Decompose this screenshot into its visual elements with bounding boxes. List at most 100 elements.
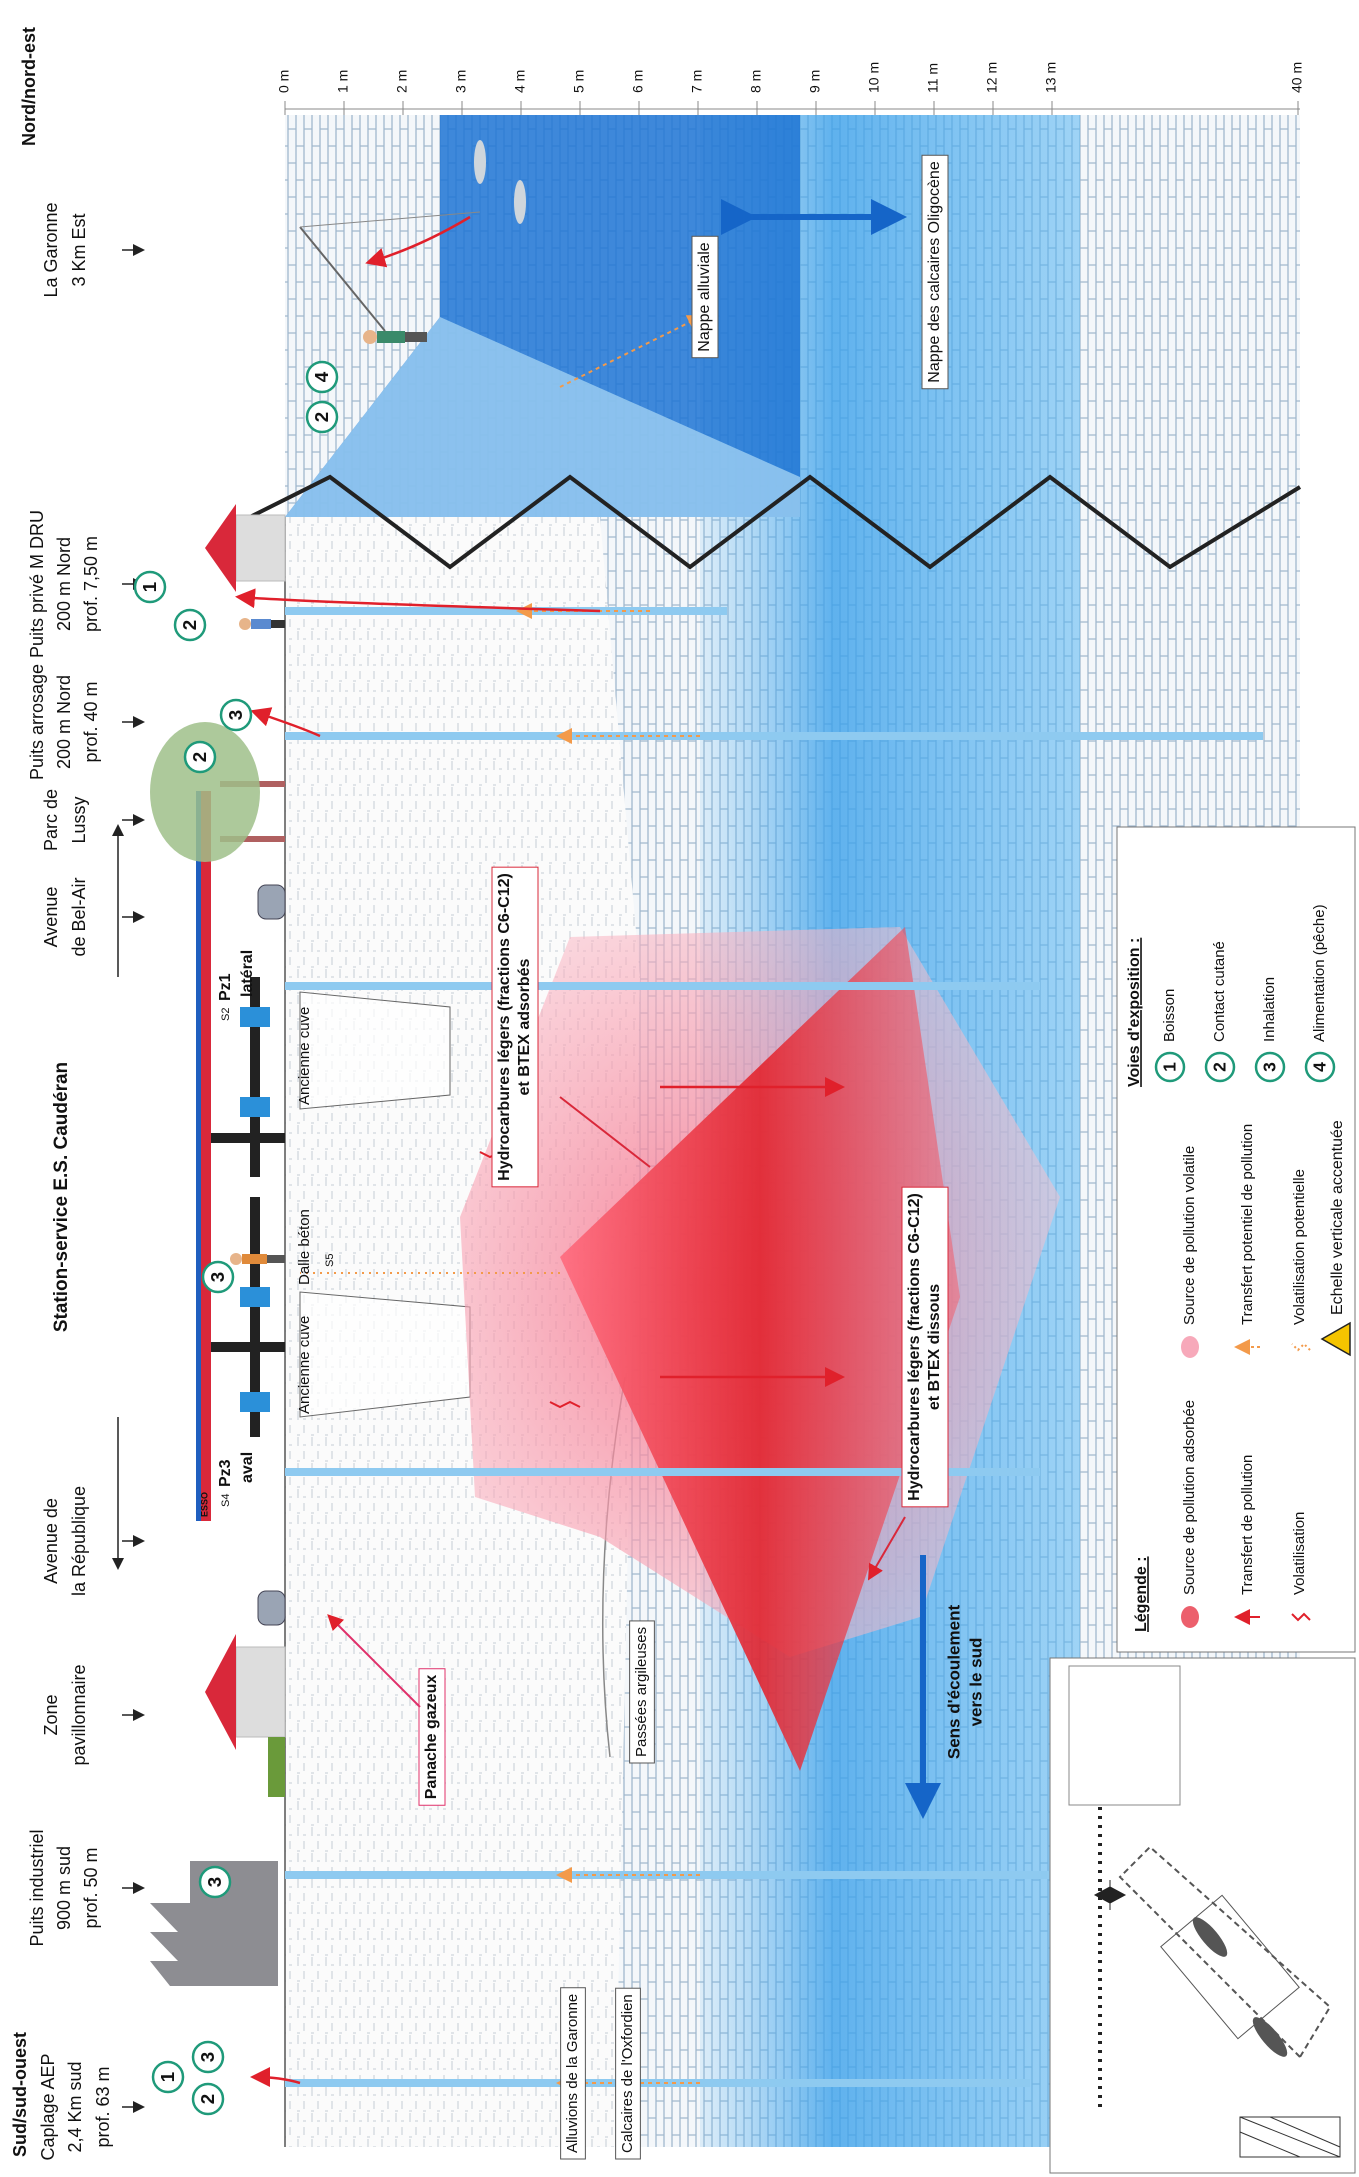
exposure-number: 3: [225, 710, 246, 720]
transfer-arrow: [250, 707, 321, 738]
house: [235, 1646, 286, 1738]
adsorbed-label: et BTEX adsorbés: [516, 958, 533, 1095]
house-roof: [205, 1634, 236, 1750]
adsorbed-label: Hydrocarbures légers (fractions C6-C12): [496, 873, 513, 1181]
probe-label: S5: [324, 1254, 336, 1267]
north-arrow: [1093, 1880, 1127, 1910]
flow-label: vers le sud: [966, 1638, 985, 1727]
map-tank: [1252, 2017, 1288, 2057]
exposure-marker: [305, 360, 339, 394]
depth-label: 5 m: [571, 70, 587, 93]
trees: [150, 722, 285, 862]
exposure-marker: [198, 1865, 232, 1899]
clay-label-box: [629, 1620, 655, 1764]
exposure-marker: [305, 400, 339, 434]
site-map: [1049, 1657, 1356, 2174]
tank-label: Ancienne cuve: [296, 1316, 313, 1414]
canopy-pillar: [211, 1133, 285, 1143]
exposure-marker: [173, 608, 207, 642]
car: [257, 1590, 286, 1626]
depth-label: 3 m: [453, 70, 469, 93]
exposure-number: 2: [311, 412, 332, 422]
old-tank: [299, 991, 451, 1110]
exposure-number: 2: [189, 752, 210, 762]
warning-icon: [1320, 1321, 1351, 1357]
exposure-label: Contact cutané: [1211, 941, 1228, 1042]
legend-item: Transfert potentiel de pollution: [1239, 1124, 1256, 1325]
piezometer-name: Pz1: [217, 973, 234, 1001]
probe-label: S4: [220, 1494, 232, 1507]
legend-item: Volatilisation potentielle: [1291, 1169, 1308, 1325]
factory: [150, 1861, 278, 1986]
tank-label: Ancienne cuve: [296, 1007, 313, 1105]
dissolved-label-box: [901, 1186, 949, 1508]
location-label: prof. 40 m: [81, 681, 101, 762]
clay-label: Passées argileuses: [633, 1627, 650, 1757]
piezometer-role: latéral: [239, 950, 256, 997]
exposure-marker: [1304, 1051, 1336, 1083]
exposure-number: 3: [207, 1272, 228, 1282]
exposure-number: 2: [197, 2094, 218, 2104]
exposure-marker: [191, 2040, 225, 2074]
location-label: de Bel-Air: [69, 877, 89, 956]
station-title: Station-service E.S. Caudéran: [51, 1062, 72, 1332]
location-label: 200 m Nord: [54, 537, 74, 631]
depth-label: 40 m: [1289, 62, 1305, 93]
depth-label: 0 m: [276, 70, 292, 93]
exposure-label: Inhalation: [1261, 977, 1278, 1042]
aquifer-label-box: [691, 235, 719, 359]
exposure-marker: [201, 1260, 235, 1294]
legend-icon: [1291, 1612, 1311, 1622]
exposure-marker: [191, 2082, 225, 2116]
exposure-title: Voies d'exposition :: [1126, 938, 1143, 1087]
location-label: La Garonne: [41, 202, 61, 297]
location-label: la République: [69, 1486, 89, 1596]
exposure-number: 4: [311, 371, 332, 382]
depth-label: 2 m: [394, 70, 410, 93]
exposure-marker: [133, 570, 167, 604]
transfer-arrow: [250, 2067, 301, 2088]
location-label: pavillonnaire: [69, 1664, 89, 1765]
limestone-label-box: [615, 1987, 641, 2160]
depth-label: 7 m: [689, 70, 705, 93]
legend-item: Source de pollution volatile: [1181, 1146, 1198, 1325]
legend-item: Source de pollution adsorbée: [1181, 1400, 1198, 1595]
exposure-number: 1: [139, 582, 160, 592]
dissolved-plume: [560, 927, 960, 1771]
map-building: [1160, 1894, 1300, 2040]
location-label: 200 m Nord: [54, 675, 74, 769]
pump: [240, 1007, 270, 1027]
depth-label: 12 m: [984, 62, 1000, 93]
exposure-marker: [219, 698, 253, 732]
exposure-number: 2: [179, 620, 200, 630]
legend-icon: [1181, 1606, 1199, 1628]
house-roof: [205, 504, 236, 592]
brand: ESSO: [199, 1492, 209, 1517]
exposure-number: 1: [157, 2072, 178, 2082]
location-label: 2,4 Km sud: [65, 2061, 85, 2152]
exposure-number: 3: [204, 1877, 225, 1887]
gardener: [239, 618, 285, 630]
aquifer-label-box: [921, 154, 949, 390]
location-label: Zone: [41, 1694, 61, 1735]
legend-item: Transfert de pollution: [1239, 1455, 1256, 1595]
transfers: [235, 215, 845, 2088]
station-canopy: [201, 791, 211, 1521]
slab-label: Dalle béton: [296, 1209, 313, 1285]
depth-label: 11 m: [925, 63, 941, 93]
adsorbed-label-box: [491, 866, 539, 1188]
map-thumbnail: [1068, 1665, 1181, 1806]
aquifer-label: Nappe des calcaires Oligocène: [926, 161, 943, 383]
dissolved-label: Hydrocarbures légers (fractions C6-C12): [906, 1193, 923, 1501]
old-tank: [299, 1291, 471, 1418]
alluvium-label: Alluvions de la Garonne: [564, 1994, 581, 2153]
location-label: Puits arrosage: [27, 664, 47, 780]
probe-label: S2: [220, 1008, 232, 1021]
legend-item: Volatilisation: [1291, 1512, 1308, 1595]
location-label: Caplage AEP: [38, 2053, 58, 2160]
exposure-number: 3: [1260, 1062, 1280, 1072]
location-label: 900 m sud: [54, 1846, 74, 1930]
